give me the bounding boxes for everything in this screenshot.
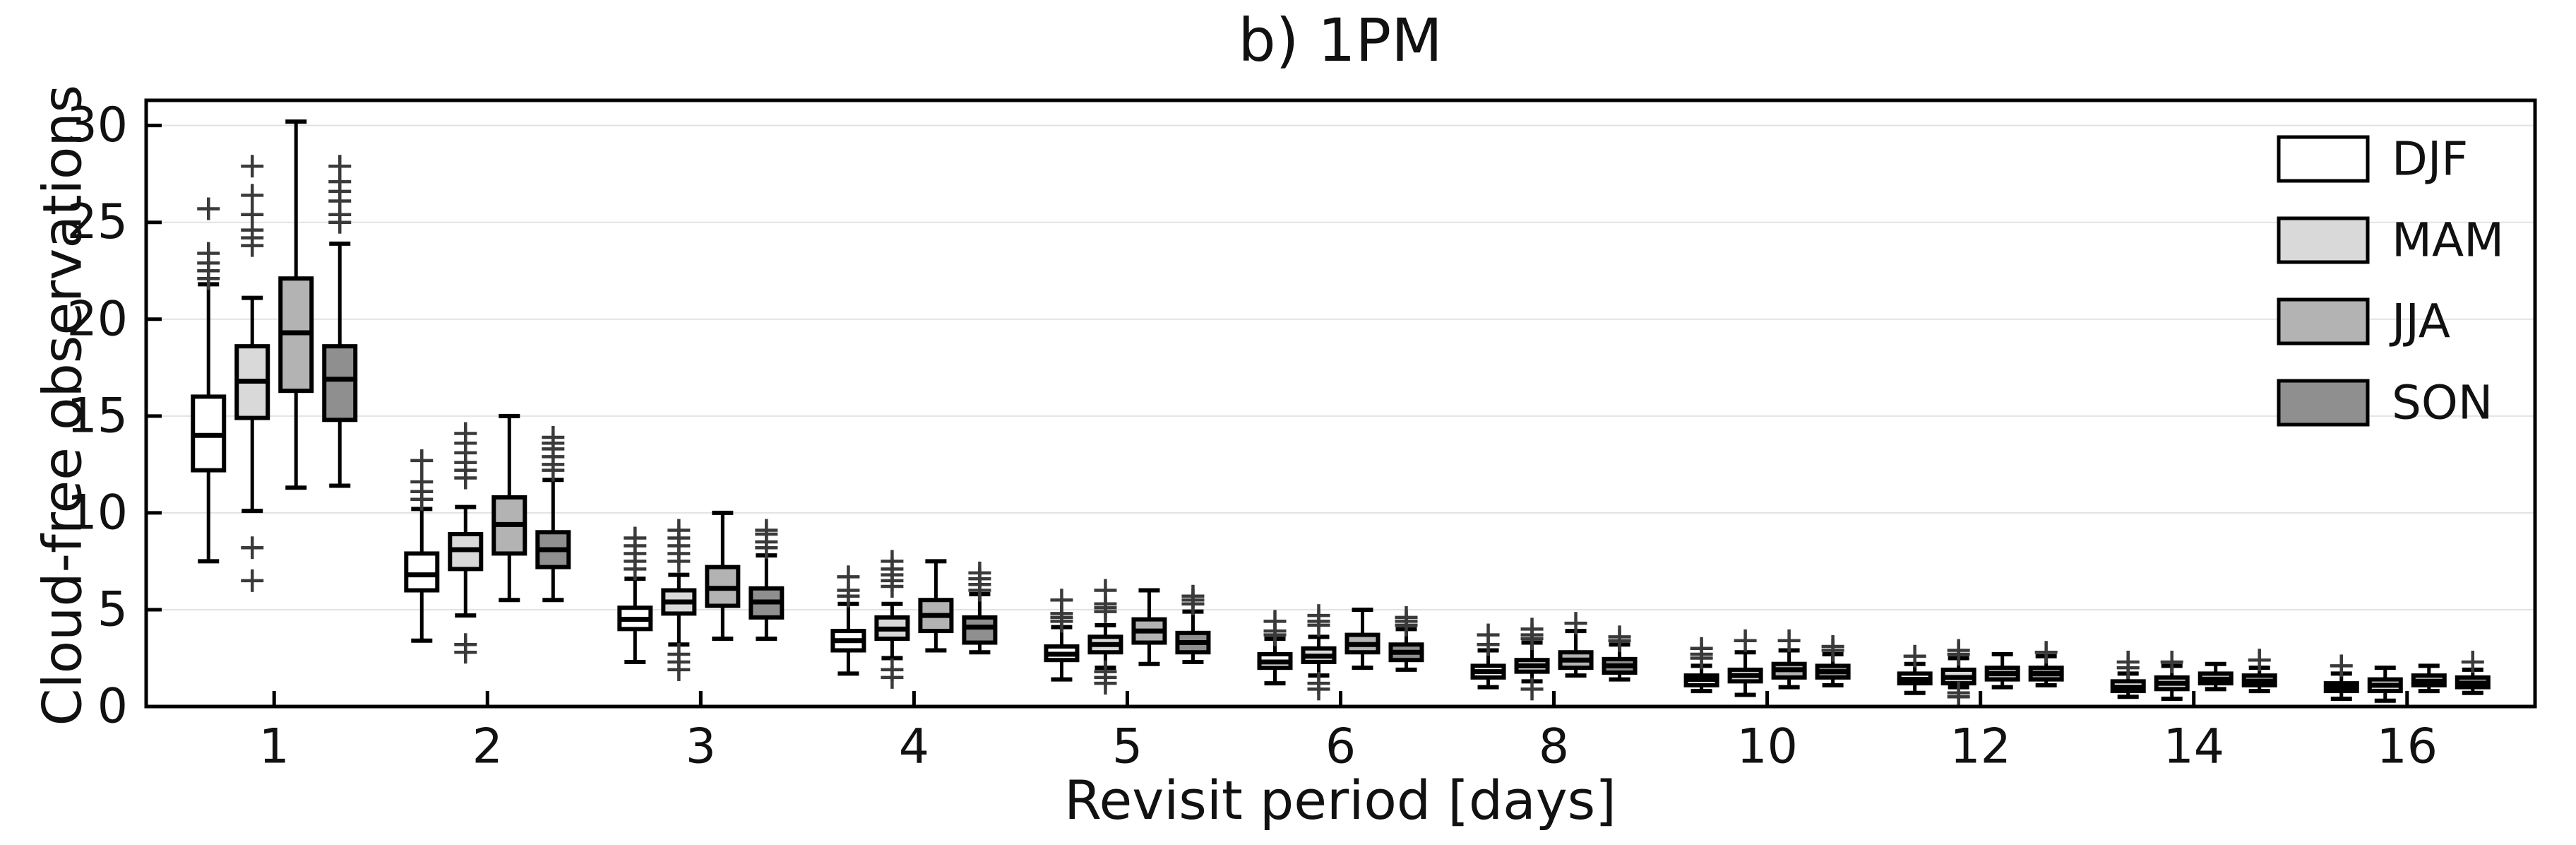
y-tick-label: 0 [97,679,128,735]
plot-frame [144,98,2537,709]
legend-label-jja: JJA [2389,295,2450,349]
legend-swatch-djf [2277,135,2370,183]
legend-swatch-jja [2277,297,2370,345]
y-axis-label: Cloud-free observations [30,84,94,726]
y-tick-label: 15 [66,388,128,444]
box-son [322,344,358,422]
x-tick-label: 10 [1736,719,1798,775]
x-axis-label: Revisit period [days] [1064,769,1616,832]
x-tick-label: 4 [899,719,929,775]
x-tick-label: 14 [2163,719,2224,775]
x-tick-label: 6 [1325,719,1356,775]
x-tick-label: 1 [259,719,290,775]
chart-title: b) 1PM [1238,6,1443,75]
y-tick-label: 30 [66,98,128,153]
legend-swatch-son [2277,379,2370,427]
legend-label-mam: MAM [2392,213,2504,268]
legend-label-djf: DJF [2392,132,2468,187]
x-tick-label: 5 [1112,719,1143,775]
legend-label-son: SON [2392,376,2493,430]
y-tick-label: 25 [66,194,128,250]
y-tick-label: 5 [97,581,128,637]
legend-swatch-mam [2277,216,2370,264]
box-son [962,615,998,645]
x-tick-label: 3 [686,719,716,775]
y-tick-label: 10 [66,485,128,540]
y-tick-label: 20 [66,291,128,347]
box-djf [404,551,440,593]
x-tick-label: 16 [2377,719,2438,775]
x-tick-label: 12 [1950,719,2011,775]
x-tick-label: 8 [1539,719,1569,775]
x-tick-label: 2 [472,719,503,775]
